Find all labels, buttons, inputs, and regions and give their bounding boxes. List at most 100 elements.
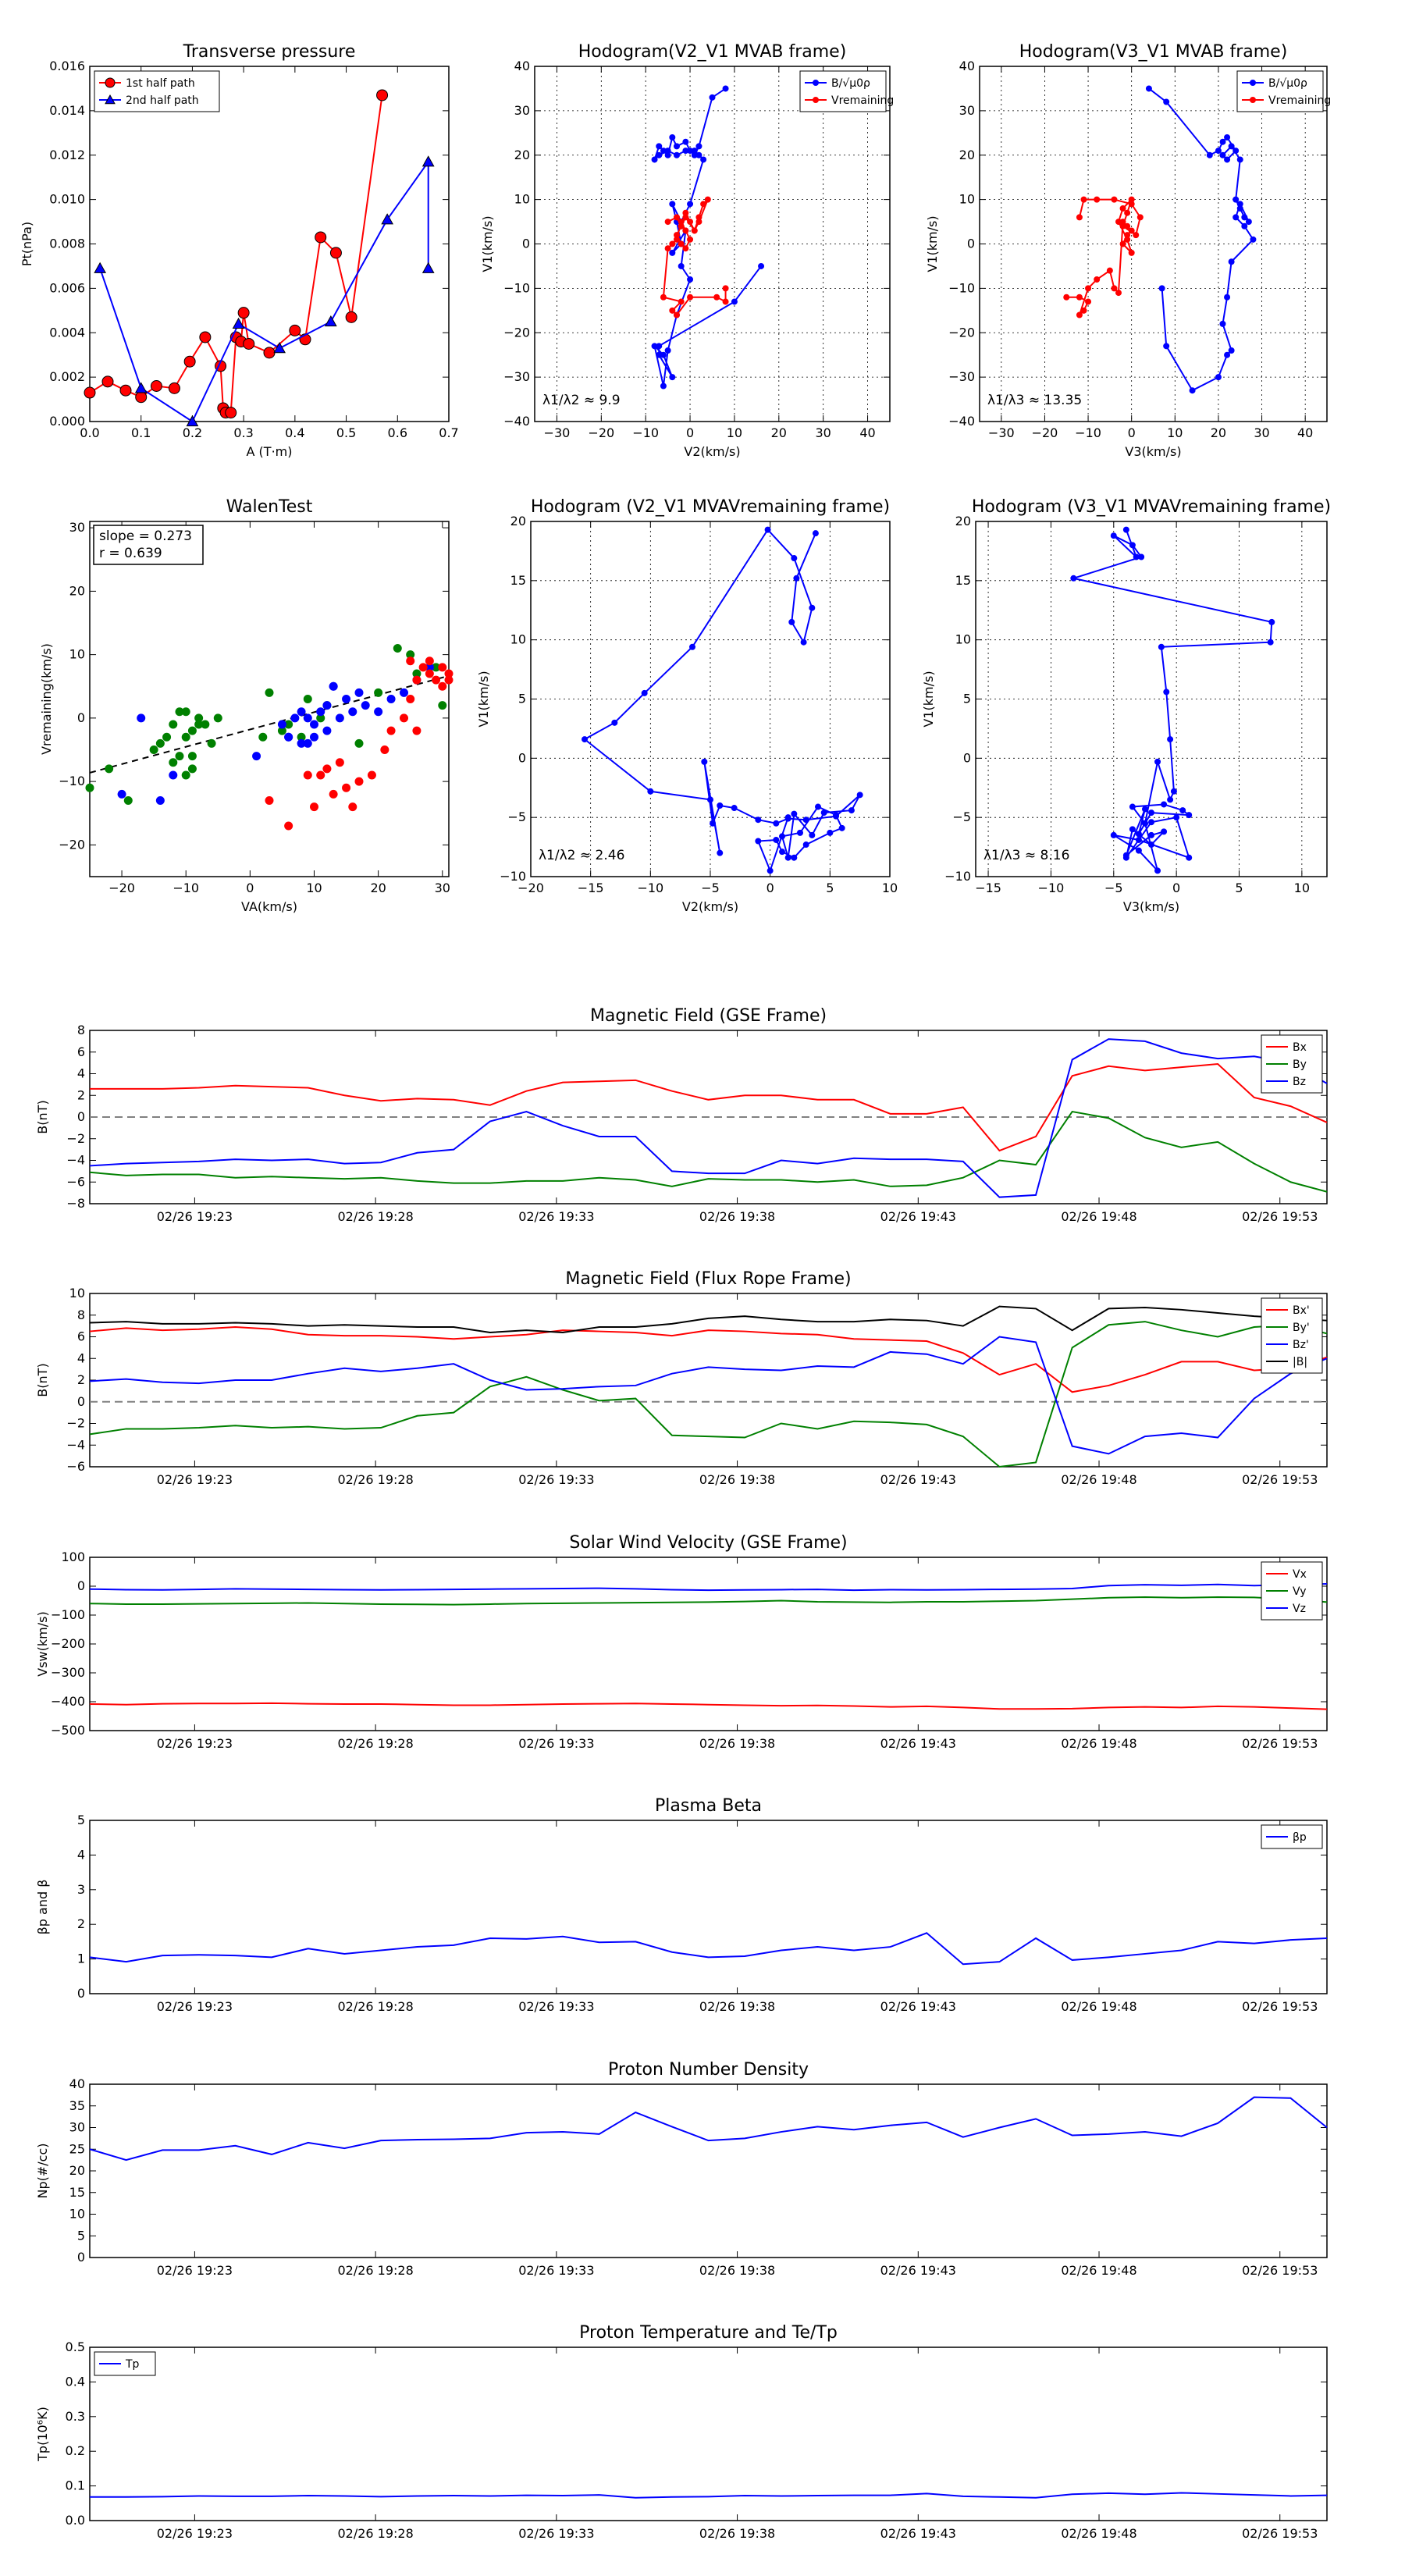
scatter-point xyxy=(187,726,197,735)
y-tick-label: 0 xyxy=(522,237,530,251)
x-tick-label: 0 xyxy=(767,881,774,895)
y-tick-label: 0 xyxy=(77,710,85,725)
x-tick-label: 0.1 xyxy=(131,425,151,440)
series-line xyxy=(89,1326,1328,1393)
time-tick-label: 02/26 19:33 xyxy=(518,1209,594,1224)
y-tick-label: 1 xyxy=(77,1952,85,1966)
legend-label: By xyxy=(1293,1059,1307,1071)
scatter-point xyxy=(297,707,306,717)
data-point xyxy=(707,796,713,803)
scatter-point xyxy=(367,770,376,780)
data-point xyxy=(700,156,707,163)
data-point xyxy=(199,331,212,343)
chart-bfr: Magnetic Field (Flux Rope Frame)−6−4−202… xyxy=(35,1269,1328,1487)
legend-label: B/√μ0ρ xyxy=(831,77,870,90)
y-tick-label: 2 xyxy=(77,1916,85,1931)
series-line xyxy=(89,2096,1328,2161)
legend-label: Vy xyxy=(1293,1585,1307,1598)
chart-title: Plasma Beta xyxy=(655,1796,762,1816)
data-point xyxy=(1161,801,1168,808)
y-tick-label: 6 xyxy=(77,1044,85,1059)
data-point xyxy=(1219,320,1226,327)
y-tick-label: −500 xyxy=(51,1723,85,1738)
y-tick-label: 20 xyxy=(959,148,975,162)
y-tick-label: −100 xyxy=(51,1607,85,1622)
data-point xyxy=(1119,240,1126,247)
time-tick-label: 02/26 19:43 xyxy=(880,1472,956,1487)
y-tick-label: 10 xyxy=(959,192,975,207)
series-line xyxy=(89,1932,1328,1966)
data-point xyxy=(1250,80,1256,86)
scatter-point xyxy=(329,681,338,691)
legend-label: Vremaining xyxy=(1268,94,1331,107)
time-tick-label: 02/26 19:38 xyxy=(699,1736,775,1751)
legend-label: |B| xyxy=(1293,1356,1307,1368)
data-point xyxy=(150,380,162,392)
x-tick-label: 5 xyxy=(1235,881,1243,895)
y-tick-label: −2 xyxy=(66,1131,85,1146)
data-point xyxy=(422,155,435,167)
data-point xyxy=(1129,803,1136,810)
x-tick-label: −20 xyxy=(518,881,544,895)
y-axis-label: Vremaining(km/s) xyxy=(39,643,54,755)
scatter-point xyxy=(169,758,178,767)
y-axis-label: Vsw(km/s) xyxy=(35,1611,50,1676)
x-axis-label: V2(km/s) xyxy=(682,899,738,914)
x-tick-label: −10 xyxy=(173,881,199,895)
data-point xyxy=(1161,828,1168,835)
data-point xyxy=(1228,347,1235,354)
scatter-point xyxy=(265,796,274,805)
data-point xyxy=(678,219,685,226)
x-tick-label: −10 xyxy=(1075,425,1101,440)
scatter-point xyxy=(322,726,332,735)
data-point xyxy=(1232,214,1240,221)
chart-h4: Hodogram (V3_V1 MVAVremaining frame)−10−… xyxy=(921,497,1331,914)
scatter-point xyxy=(284,821,293,831)
y-tick-label: 35 xyxy=(69,2098,85,2113)
scatter-point xyxy=(207,738,216,748)
plot-frame xyxy=(89,2083,1328,2258)
scatter-point xyxy=(162,732,172,742)
data-point xyxy=(695,143,702,150)
y-tick-label: 5 xyxy=(518,692,526,706)
x-tick-label: 0 xyxy=(1172,881,1180,895)
data-point xyxy=(717,802,724,809)
time-tick-label: 02/26 19:33 xyxy=(518,2526,594,2541)
data-point xyxy=(1141,820,1148,827)
x-tick-label: −5 xyxy=(701,881,720,895)
time-tick-label: 02/26 19:43 xyxy=(880,2526,956,2541)
scatter-point xyxy=(181,770,190,780)
legend-label: Vx xyxy=(1293,1568,1307,1581)
x-tick-label: 20 xyxy=(370,881,386,895)
chart-title: Hodogram (V3_V1 MVAVremaining frame) xyxy=(972,497,1331,517)
legend-label: Tp xyxy=(125,2358,140,2371)
data-point xyxy=(1206,151,1213,158)
data-point xyxy=(1063,294,1070,301)
scatter-point xyxy=(432,675,441,685)
x-tick-label: 20 xyxy=(1211,425,1226,440)
data-point xyxy=(1236,201,1243,208)
scatter-point xyxy=(137,713,146,723)
y-axis-label: B(nT) xyxy=(35,1363,50,1397)
data-point xyxy=(1267,639,1274,646)
scatter-point xyxy=(194,720,204,729)
data-point xyxy=(1129,826,1136,833)
scatter-point xyxy=(252,752,261,761)
scatter-point xyxy=(438,681,447,691)
scatter-point xyxy=(412,675,422,685)
scatter-point xyxy=(181,732,190,742)
time-tick-label: 02/26 19:53 xyxy=(1242,1209,1318,1224)
scatter-point xyxy=(169,720,178,729)
chart-title: Proton Temperature and Te/Tp xyxy=(579,2323,838,2343)
data-point xyxy=(800,639,807,646)
data-point xyxy=(1124,236,1131,243)
data-point xyxy=(315,231,327,244)
y-tick-label: 10 xyxy=(69,2207,85,2222)
y-tick-label: −5 xyxy=(952,809,971,824)
series-line xyxy=(89,1321,1328,1468)
plot-frame xyxy=(89,1293,1328,1468)
chart-title: Hodogram (V2_V1 MVAVremaining frame) xyxy=(531,497,890,517)
data-point xyxy=(1228,143,1235,150)
y-tick-label: −20 xyxy=(503,325,530,340)
data-point xyxy=(325,315,337,327)
